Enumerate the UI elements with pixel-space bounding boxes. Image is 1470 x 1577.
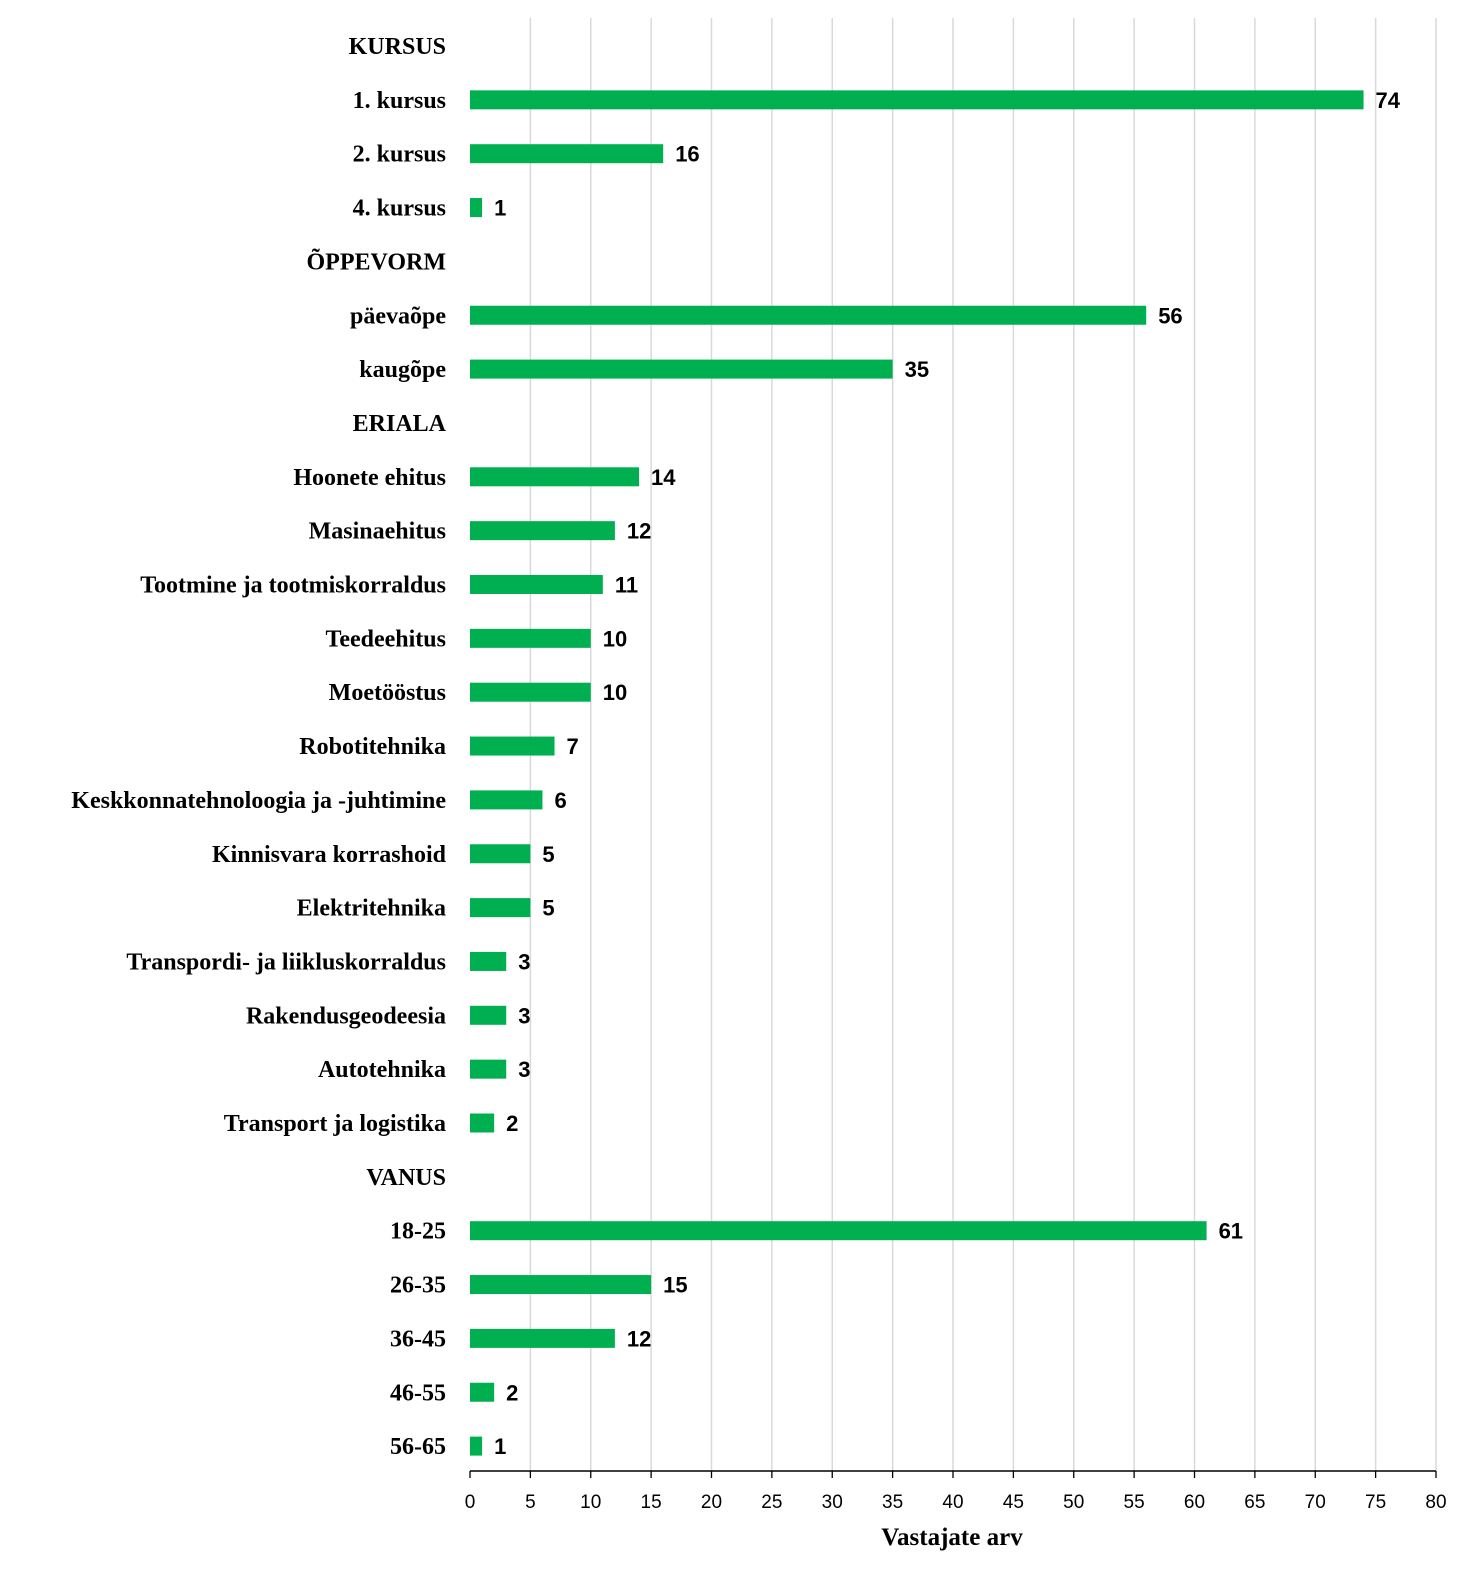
x-axis-title: Vastajate arv — [881, 1524, 1023, 1551]
bar — [470, 575, 603, 594]
category-label: 36-45 — [390, 1326, 446, 1352]
bar — [470, 1328, 615, 1348]
category-label: 46-55 — [390, 1380, 446, 1406]
bar — [470, 1113, 495, 1133]
x-tick-label: 5 — [525, 1492, 536, 1513]
x-tick-label: 25 — [761, 1492, 782, 1513]
bar — [470, 790, 543, 810]
data-label: 12 — [627, 1326, 651, 1351]
category-label: Moetööstus — [329, 680, 446, 706]
gridlines — [529, 18, 1437, 1471]
data-label: 6 — [554, 788, 566, 813]
data-label: 3 — [518, 1057, 530, 1082]
bar — [470, 359, 893, 379]
bar — [470, 682, 591, 702]
data-label: 14 — [651, 465, 676, 490]
category-label: Transport ja logistika — [224, 1111, 446, 1137]
bar — [470, 1221, 1207, 1241]
bar — [470, 144, 664, 164]
x-tick-label: 15 — [641, 1492, 662, 1513]
category-label: Masinaehitus — [309, 519, 446, 545]
category-labels: KURSUS 1. kursus 2. kursus 4. kursus ÕPPEVOR… — [71, 34, 446, 1460]
data-label: 12 — [627, 519, 651, 544]
bar — [470, 898, 531, 918]
bar — [470, 1382, 495, 1402]
x-tick-label: 40 — [942, 1492, 963, 1513]
data-label: 2 — [506, 1111, 518, 1136]
data-label: 10 — [603, 626, 627, 651]
bars — [470, 90, 1364, 1456]
x-axis: 0 5 10 15 20 25 30 35 40 45 50 55 60 65 70 75 80 — [465, 1470, 1447, 1513]
bar — [470, 305, 1147, 325]
data-label: 5 — [542, 842, 554, 867]
x-tick-label: 55 — [1124, 1492, 1145, 1513]
data-label: 74 — [1376, 88, 1401, 113]
category-label: Hoonete ehitus — [293, 465, 446, 491]
category-label: Kinnisvara korrashoid — [212, 842, 447, 868]
data-label: 61 — [1219, 1219, 1243, 1244]
data-label: 7 — [567, 734, 579, 759]
bar — [470, 1275, 652, 1295]
x-tick-label: 70 — [1305, 1492, 1326, 1513]
x-tick-label: 50 — [1063, 1492, 1084, 1513]
data-label: 3 — [518, 949, 530, 974]
bar — [470, 198, 483, 218]
x-tick-label: 35 — [882, 1492, 903, 1513]
data-label: 11 — [615, 573, 638, 598]
category-label: Rakendusgeodeesia — [246, 1003, 446, 1029]
data-label: 15 — [663, 1273, 687, 1298]
data-label: 3 — [518, 1003, 530, 1028]
category-label: Transpordi- ja liikluskorraldus — [126, 949, 446, 975]
bar — [470, 521, 615, 541]
bar — [470, 1436, 483, 1456]
x-tick-label: 60 — [1184, 1492, 1205, 1513]
category-label: Autotehnika — [318, 1057, 446, 1083]
category-label: 1. kursus — [353, 88, 446, 114]
x-tick-label: 65 — [1244, 1492, 1265, 1513]
category-label: Tootmine ja tootmiskorraldus — [140, 573, 446, 599]
x-tick-label: 30 — [822, 1492, 843, 1513]
category-label: päevaõpe — [350, 303, 446, 329]
category-label: Robotitehnika — [299, 734, 446, 760]
category-header: ERIALA — [353, 411, 447, 437]
bar — [470, 467, 640, 487]
bar — [470, 736, 555, 756]
bar — [470, 90, 1364, 110]
category-label: 56-65 — [390, 1434, 446, 1460]
x-tick-label: 45 — [1003, 1492, 1024, 1513]
bar — [470, 1005, 507, 1025]
data-label: 16 — [675, 142, 699, 167]
category-header: ÕPPEVORM — [307, 249, 447, 275]
category-label: 2. kursus — [353, 142, 446, 168]
data-label: 1 — [494, 196, 506, 221]
category-label: Elektritehnika — [297, 896, 446, 922]
data-label: 2 — [506, 1380, 518, 1405]
x-tick-label: 10 — [580, 1492, 601, 1513]
category-label: Teedeehitus — [326, 626, 446, 652]
data-label: 5 — [542, 896, 554, 921]
data-label: 35 — [905, 357, 929, 382]
x-tick-label: 20 — [701, 1492, 722, 1513]
category-header: VANUS — [366, 1165, 446, 1191]
data-label: 56 — [1158, 303, 1182, 328]
data-label: 10 — [603, 680, 627, 705]
data-label: 1 — [494, 1434, 506, 1459]
category-label: Keskkonnatehnoloogia ja -juhtimine — [71, 788, 446, 814]
category-label: 4. kursus — [353, 196, 446, 222]
x-tick-label: 80 — [1425, 1492, 1446, 1513]
category-label: kaugõpe — [359, 357, 446, 383]
x-tick-label: 0 — [465, 1492, 476, 1513]
category-header: KURSUS — [349, 34, 446, 60]
bar — [470, 628, 591, 648]
category-label: 26-35 — [390, 1273, 446, 1299]
bar — [470, 1059, 507, 1079]
bar — [470, 951, 507, 971]
bar — [470, 844, 531, 864]
x-tick-label: 75 — [1365, 1492, 1386, 1513]
category-label: 18-25 — [390, 1219, 446, 1245]
